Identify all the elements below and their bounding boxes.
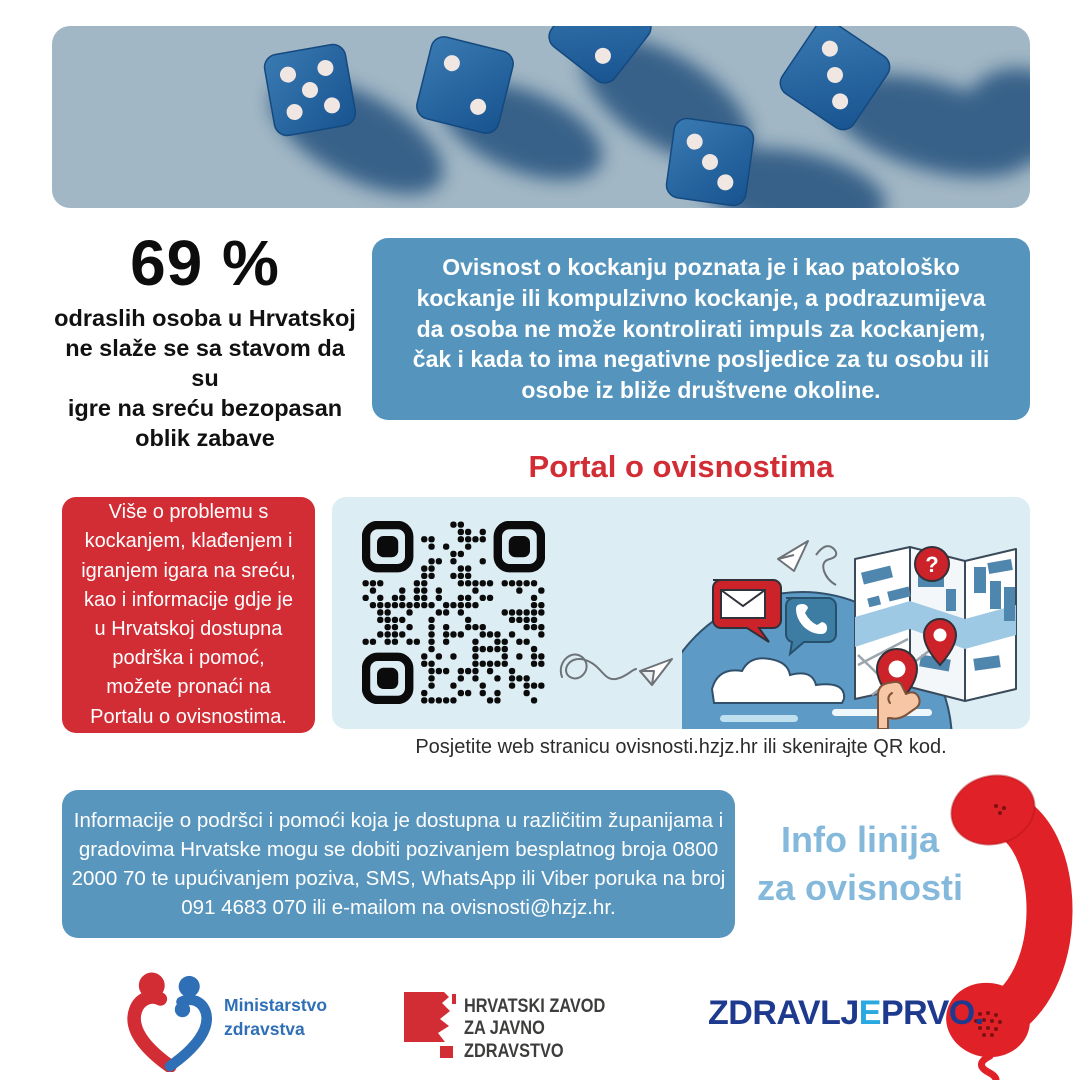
hzjz-logo: HRVATSKI ZAVOD ZA JAVNO ZDRAVSTVO — [404, 988, 674, 1068]
die-two — [416, 36, 514, 134]
die-three-top — [779, 26, 891, 131]
hzjz-mark-icon — [404, 992, 456, 1058]
red-phone-icon — [946, 774, 1073, 1080]
stat-description: odraslih osoba u Hrvatskoj ne slaže se s… — [54, 305, 356, 452]
portal-red-box-text: Više o problemu s kockanjem, klađenjem i… — [81, 501, 296, 728]
mini-plane-doodle-icon — [777, 540, 838, 586]
die-two-clipped — [548, 26, 652, 84]
help-info-box: Informacije o podršci i pomoći koja je d… — [62, 790, 735, 938]
dice-photo-banner — [52, 26, 1030, 208]
paper-plane-doodle-icon — [559, 653, 673, 686]
ministry-name: Ministarstvo zdravstva — [224, 995, 328, 1039]
stat-percentage: 69 % — [130, 227, 280, 299]
ministry-heart-icon — [127, 972, 212, 1072]
ministry-of-health-logo: Ministarstvo zdravstva — [122, 972, 362, 1072]
info-line-label: Info linija za ovisnosti — [756, 819, 964, 908]
qr-panel: ? — [332, 497, 1030, 729]
dice-photo — [263, 26, 1030, 208]
definition-text: Ovisnost o kockanju poznata je i kao pat… — [412, 253, 990, 404]
die-five — [263, 43, 357, 137]
hand-holding-pin — [875, 647, 921, 729]
hzjz-name: HRVATSKI ZAVOD ZA JAVNO ZDRAVSTVO — [464, 996, 606, 1062]
portal-heading: Portal o ovisnostima — [528, 449, 834, 484]
speaker-holes — [974, 1011, 1002, 1037]
help-info-text: Informacije o podršci i pomoći koja je d… — [71, 808, 726, 920]
phone-bubble-icon — [785, 597, 837, 657]
qr-caption: Posjetite web stranicu ovisnosti.hzjz.hr… — [415, 736, 947, 758]
definition-box: Ovisnost o kockanju poznata je i kao pat… — [372, 238, 1030, 420]
qr-code — [361, 520, 546, 705]
svg-text:?: ? — [925, 552, 938, 577]
die-three-bottom — [665, 117, 755, 207]
mail-bubble-icon — [712, 579, 782, 643]
zdravlje-prvo-logo: ZDRAVLJEPRVO. — [708, 994, 984, 1032]
location-pin-icon — [922, 617, 958, 667]
question-pin-icon: ? — [914, 546, 950, 582]
map-illustration: ? — [682, 540, 1017, 729]
cloud — [710, 657, 846, 704]
portal-red-box: Više o problemu s kockanjem, klađenjem i… — [62, 497, 315, 733]
